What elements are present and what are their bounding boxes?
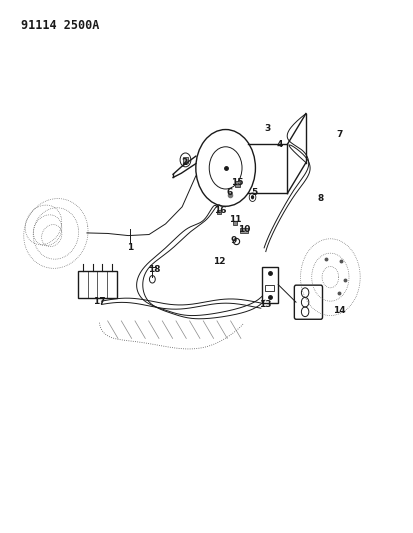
Text: 11: 11 <box>228 215 241 224</box>
Bar <box>234 181 239 187</box>
Bar <box>264 285 274 291</box>
Text: 13: 13 <box>258 301 271 309</box>
Text: 12: 12 <box>213 257 225 265</box>
Text: 6: 6 <box>226 189 233 197</box>
Bar <box>261 266 278 303</box>
Text: 5: 5 <box>251 189 257 197</box>
Text: 14: 14 <box>332 306 345 314</box>
Text: 7: 7 <box>335 130 342 139</box>
Bar <box>217 210 221 214</box>
Text: 10: 10 <box>237 225 250 233</box>
Text: 16: 16 <box>214 206 226 215</box>
Bar <box>78 271 117 298</box>
Text: 8: 8 <box>317 194 323 203</box>
Text: 3: 3 <box>263 125 270 133</box>
Bar <box>183 157 187 163</box>
Text: 2: 2 <box>180 158 187 167</box>
Circle shape <box>250 195 254 199</box>
Text: 91114 2500A: 91114 2500A <box>21 19 99 31</box>
Bar <box>240 228 247 233</box>
Text: 1: 1 <box>127 244 133 252</box>
Text: 18: 18 <box>148 265 160 273</box>
Text: 9: 9 <box>230 237 237 245</box>
Text: 4: 4 <box>275 141 282 149</box>
Text: 17: 17 <box>93 297 105 305</box>
Text: 15: 15 <box>230 178 242 187</box>
